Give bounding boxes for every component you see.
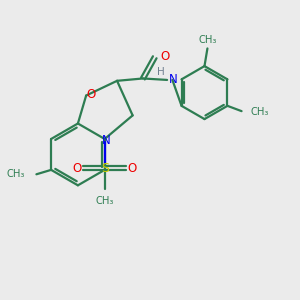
Text: N: N <box>102 134 110 147</box>
Text: O: O <box>128 162 137 175</box>
Text: CH₃: CH₃ <box>251 107 269 117</box>
Text: O: O <box>160 50 169 63</box>
Text: O: O <box>72 162 82 175</box>
Text: H: H <box>157 67 164 77</box>
Text: N: N <box>169 73 177 86</box>
Text: O: O <box>86 88 96 100</box>
Text: CH₃: CH₃ <box>199 34 217 45</box>
Text: CH₃: CH₃ <box>7 169 25 179</box>
Text: CH₃: CH₃ <box>95 196 114 206</box>
Text: S: S <box>101 162 109 175</box>
